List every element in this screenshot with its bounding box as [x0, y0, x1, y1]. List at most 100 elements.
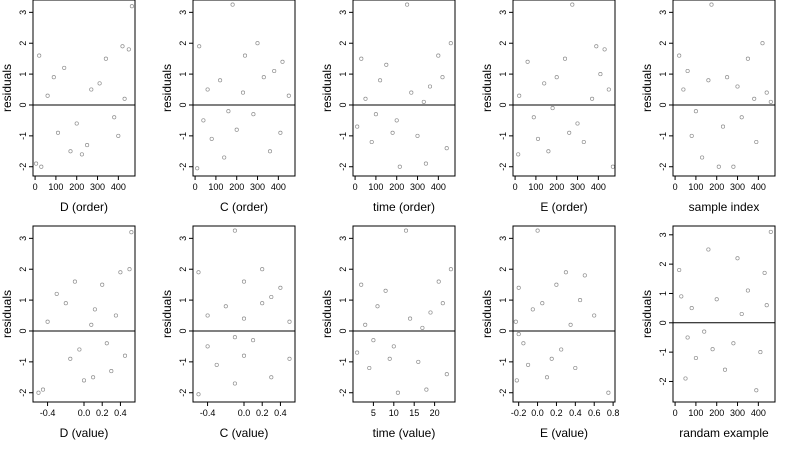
data-point [397, 164, 402, 169]
y-axis-title: residuals [320, 290, 334, 338]
data-point [598, 72, 603, 77]
data-point [205, 313, 210, 318]
data-point [606, 87, 611, 92]
data-point [725, 75, 730, 80]
plot-frame [672, 0, 776, 177]
data-point [77, 347, 82, 352]
y-tick-label: 0 [178, 102, 188, 107]
y-tick-label: 2 [18, 267, 28, 272]
data-point [55, 130, 61, 135]
y-tick-label: -1 [338, 132, 348, 140]
data-point [92, 307, 97, 312]
data-point [36, 390, 41, 395]
data-point [367, 365, 372, 371]
data-point [602, 47, 607, 52]
data-point [287, 356, 292, 361]
scatter-panel: 0 100 200 300 400 -2 -1 0 1 2 3 D (order) residuals [0, 0, 136, 214]
y-tick-label: 1 [178, 72, 188, 77]
data-point [196, 392, 201, 397]
data-point [427, 84, 433, 89]
data-point [581, 139, 586, 145]
data-point [97, 81, 102, 86]
x-tick-label: 0 [193, 182, 198, 192]
scatter-panel: 0 100 200 300 400 -2 -1 0 1 2 3 sample index residua… [640, 0, 776, 214]
data-point [391, 344, 396, 349]
data-point [592, 313, 597, 318]
data-point [768, 99, 773, 104]
data-point [768, 229, 773, 234]
data-point [735, 84, 740, 89]
data-point [286, 93, 291, 98]
scatter-panel: -0.2 0.0 0.2 0.4 0.6 0.8 -2 -1 0 1 2 3 E (value) resi… [480, 225, 619, 440]
y-tick-label: 0 [498, 102, 508, 107]
data-point [197, 44, 202, 49]
y-axis-title: residuals [0, 64, 14, 112]
y-tick-label: 0 [658, 320, 668, 325]
plot-frame [352, 225, 456, 403]
data-point [517, 93, 522, 98]
data-point [760, 41, 765, 46]
y-tick-label: -2 [178, 389, 188, 397]
plot-frame [32, 0, 136, 177]
data-point [222, 155, 227, 160]
y-tick-label: 1 [498, 298, 508, 303]
data-point [610, 164, 615, 169]
y-tick-label: 1 [338, 72, 348, 77]
data-point [261, 75, 266, 80]
x-tick-label: -0.4 [200, 408, 216, 418]
data-point [355, 350, 360, 355]
data-point [278, 285, 283, 290]
data-point [683, 376, 688, 381]
y-tick-label: -2 [498, 163, 508, 171]
data-point [514, 378, 519, 383]
y-tick-label: -1 [498, 358, 508, 366]
data-point [260, 267, 265, 272]
data-point [693, 109, 698, 114]
data-point [689, 133, 694, 138]
data-point [720, 124, 726, 129]
data-point [542, 81, 547, 86]
data-point [535, 228, 540, 233]
data-point [677, 267, 682, 273]
x-tick-label: 200 [709, 408, 724, 418]
plot-frame [672, 225, 776, 403]
y-tick-label: 1 [338, 298, 348, 303]
data-point [120, 44, 125, 49]
x-tick-label: 300 [250, 182, 265, 192]
x-axis-title: C (value) [220, 426, 269, 440]
data-point [122, 96, 127, 101]
data-point [218, 78, 223, 83]
data-point [415, 133, 420, 138]
x-tick-label: 400 [271, 182, 286, 192]
data-point [428, 310, 433, 315]
x-tick-label: 300 [90, 182, 105, 192]
scatter-panel: 5 10 15 20 -2 -1 0 1 2 3 time (value) residuals [320, 225, 456, 440]
y-tick-label: 0 [658, 102, 668, 107]
x-tick-label: 0.4 [114, 408, 127, 418]
x-tick-label: 100 [208, 182, 223, 192]
data-point [702, 329, 707, 334]
data-point [606, 390, 611, 395]
data-point [544, 375, 550, 380]
y-tick-label: 2 [338, 267, 348, 272]
x-tick-label: 100 [528, 182, 543, 192]
data-point [127, 267, 132, 272]
y-tick-label: -2 [18, 163, 28, 171]
x-tick-label: 0.6 [588, 408, 601, 418]
data-point [387, 356, 392, 361]
y-tick-label: 1 [178, 298, 188, 303]
data-point [714, 297, 719, 302]
x-tick-label: 100 [368, 182, 383, 192]
y-tick-label: -2 [498, 389, 508, 397]
y-axis-title: residuals [480, 290, 494, 338]
y-tick-label: -2 [658, 163, 668, 171]
data-point [444, 146, 449, 151]
y-tick-label: 3 [658, 10, 668, 15]
data-point [269, 294, 274, 300]
data-point [85, 143, 90, 148]
data-point [516, 285, 521, 290]
x-tick-label: 0 [353, 182, 358, 192]
data-point [554, 75, 559, 80]
data-point [280, 59, 285, 64]
data-point [126, 47, 131, 52]
